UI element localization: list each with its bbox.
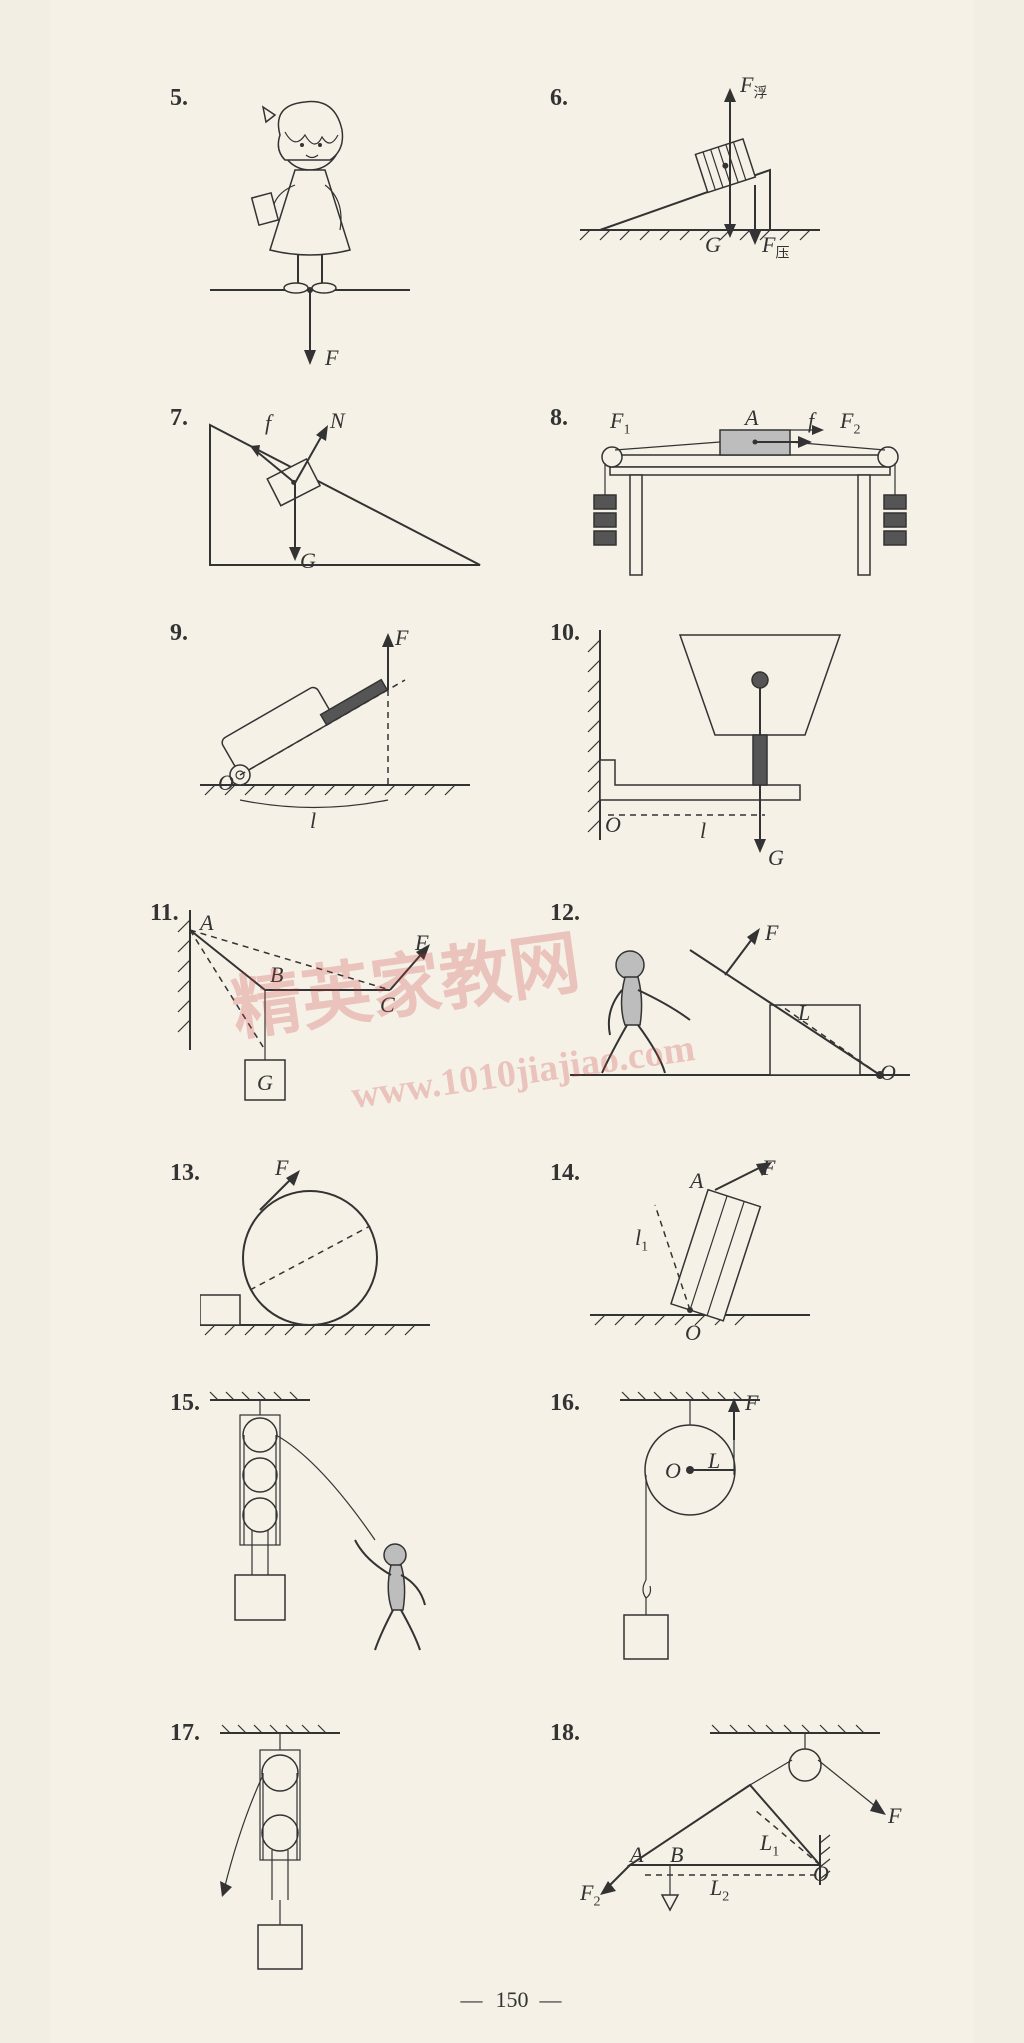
problem-16-label-O: O bbox=[665, 1458, 681, 1484]
problem-14-label-A: A bbox=[690, 1168, 703, 1194]
problem-6-number: 6. bbox=[550, 85, 568, 112]
problem-18-label-F2: F2 bbox=[580, 1880, 600, 1910]
problem-7-figure bbox=[200, 395, 500, 585]
problem-18-figure bbox=[570, 1715, 930, 1955]
problem-5-label-F: F bbox=[325, 345, 338, 371]
problem-16-figure bbox=[580, 1380, 840, 1680]
problem-11-label-F: F bbox=[415, 930, 428, 956]
footer-dash-left: — bbox=[461, 1987, 485, 2012]
problem-8-label-F1: F1 bbox=[610, 408, 630, 438]
problem-16-label-L: L bbox=[708, 1448, 720, 1474]
problem-6-label-Fpress: F压 bbox=[762, 232, 789, 262]
problem-9-label-F: F bbox=[395, 625, 408, 651]
problem-14-label-O: O bbox=[685, 1320, 701, 1346]
problem-11-label-G: G bbox=[257, 1070, 273, 1096]
problem-17-number: 17. bbox=[170, 1720, 200, 1747]
problem-15-number: 15. bbox=[170, 1390, 200, 1417]
problem-11-label-B: B bbox=[270, 962, 283, 988]
problem-16-label-F: F bbox=[745, 1390, 758, 1416]
problem-7-label-f: f bbox=[265, 410, 271, 436]
problem-18-label-O: O bbox=[813, 1861, 829, 1887]
problem-5-figure bbox=[190, 80, 430, 370]
problem-7-number: 7. bbox=[170, 405, 188, 432]
problem-13-figure bbox=[200, 1150, 440, 1350]
problem-12-label-O: O bbox=[880, 1060, 896, 1086]
problem-18-label-L1: L1 bbox=[760, 1830, 779, 1860]
problem-8-label-A: A bbox=[745, 405, 758, 431]
problem-18-label-A: A bbox=[630, 1842, 643, 1868]
problem-12-label-F: F bbox=[765, 920, 778, 946]
page-footer: — 150 — bbox=[50, 1987, 974, 2013]
problem-9-number: 9. bbox=[170, 620, 188, 647]
problem-9-label-O: O bbox=[218, 770, 234, 796]
problem-17-figure bbox=[200, 1715, 380, 1995]
problem-9-label-l: l bbox=[310, 808, 316, 834]
problem-18-label-L2: L2 bbox=[710, 1875, 729, 1905]
problem-12-label-L: L bbox=[798, 1000, 810, 1026]
page-sheet: 5. F 6. bbox=[50, 0, 974, 2043]
problem-10-label-O: O bbox=[605, 812, 621, 838]
problem-8-label-F2: F2 bbox=[840, 408, 860, 438]
problem-12-figure bbox=[560, 895, 920, 1115]
problem-14-label-l1: l1 bbox=[635, 1225, 648, 1255]
problem-14-figure bbox=[580, 1150, 830, 1350]
problem-11-label-C: C bbox=[380, 992, 395, 1018]
problem-11-label-A: A bbox=[200, 910, 213, 936]
problem-18-label-F: F bbox=[888, 1803, 901, 1829]
footer-dash-right: — bbox=[540, 1987, 564, 2012]
problem-13-label-F: F bbox=[275, 1155, 288, 1181]
problem-5-number: 5. bbox=[170, 85, 188, 112]
problem-8-label-f: f bbox=[808, 408, 814, 434]
problem-16-number: 16. bbox=[550, 1390, 580, 1417]
problem-6-label-G: G bbox=[705, 232, 721, 258]
problem-14-number: 14. bbox=[550, 1160, 580, 1187]
problem-14-label-F: F bbox=[762, 1155, 775, 1181]
problem-13-number: 13. bbox=[170, 1160, 200, 1187]
page-number: 150 bbox=[496, 1987, 529, 2012]
problem-7-label-N: N bbox=[330, 408, 345, 434]
problem-10-label-l: l bbox=[700, 818, 706, 844]
problem-18-label-B: B bbox=[670, 1842, 683, 1868]
problem-7-label-G: G bbox=[300, 548, 316, 574]
problem-10-label-G: G bbox=[768, 845, 784, 871]
problem-15-figure bbox=[200, 1380, 500, 1680]
problem-8-number: 8. bbox=[550, 405, 568, 432]
page-root: 5. F 6. bbox=[0, 0, 1024, 2043]
problem-10-figure bbox=[570, 610, 910, 870]
problem-6-label-Fbuoy: F浮 bbox=[740, 72, 767, 102]
problem-6-figure bbox=[570, 80, 830, 250]
problem-9-figure bbox=[200, 630, 480, 840]
